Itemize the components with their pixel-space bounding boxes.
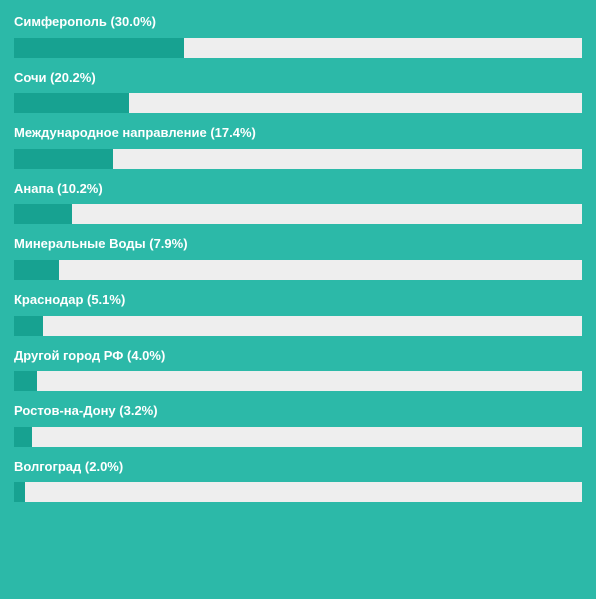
- bar-track: [14, 204, 582, 224]
- bar-row: Минеральные Воды (7.9%): [14, 236, 582, 280]
- bar-label: Анапа (10.2%): [14, 181, 582, 197]
- bar-fill: [14, 149, 113, 169]
- bar-row: Ростов-на-Дону (3.2%): [14, 403, 582, 447]
- bar-row: Краснодар (5.1%): [14, 292, 582, 336]
- bar-row: Международное направление (17.4%): [14, 125, 582, 169]
- bar-label: Волгоград (2.0%): [14, 459, 582, 475]
- bar-fill: [14, 371, 37, 391]
- bar-label: Краснодар (5.1%): [14, 292, 582, 308]
- bar-row: Симферополь (30.0%): [14, 14, 582, 58]
- bar-row: Другой город РФ (4.0%): [14, 348, 582, 392]
- bar-label: Минеральные Воды (7.9%): [14, 236, 582, 252]
- bar-label: Сочи (20.2%): [14, 70, 582, 86]
- bar-track: [14, 93, 582, 113]
- bar-track: [14, 149, 582, 169]
- bar-track: [14, 482, 582, 502]
- bar-track: [14, 38, 582, 58]
- bar-row: Сочи (20.2%): [14, 70, 582, 114]
- bar-track: [14, 260, 582, 280]
- bar-fill: [14, 316, 43, 336]
- bar-fill: [14, 482, 25, 502]
- destinations-bar-chart: Симферополь (30.0%) Сочи (20.2%) Междуна…: [0, 0, 596, 599]
- bar-fill: [14, 93, 129, 113]
- bar-fill: [14, 38, 184, 58]
- bar-label: Международное направление (17.4%): [14, 125, 582, 141]
- bar-track: [14, 316, 582, 336]
- bar-row: Волгоград (2.0%): [14, 459, 582, 503]
- bar-label: Симферополь (30.0%): [14, 14, 582, 30]
- bar-track: [14, 427, 582, 447]
- bar-row: Анапа (10.2%): [14, 181, 582, 225]
- bar-fill: [14, 260, 59, 280]
- bar-track: [14, 371, 582, 391]
- bar-label: Другой город РФ (4.0%): [14, 348, 582, 364]
- bar-fill: [14, 204, 72, 224]
- bar-label: Ростов-на-Дону (3.2%): [14, 403, 582, 419]
- bar-fill: [14, 427, 32, 447]
